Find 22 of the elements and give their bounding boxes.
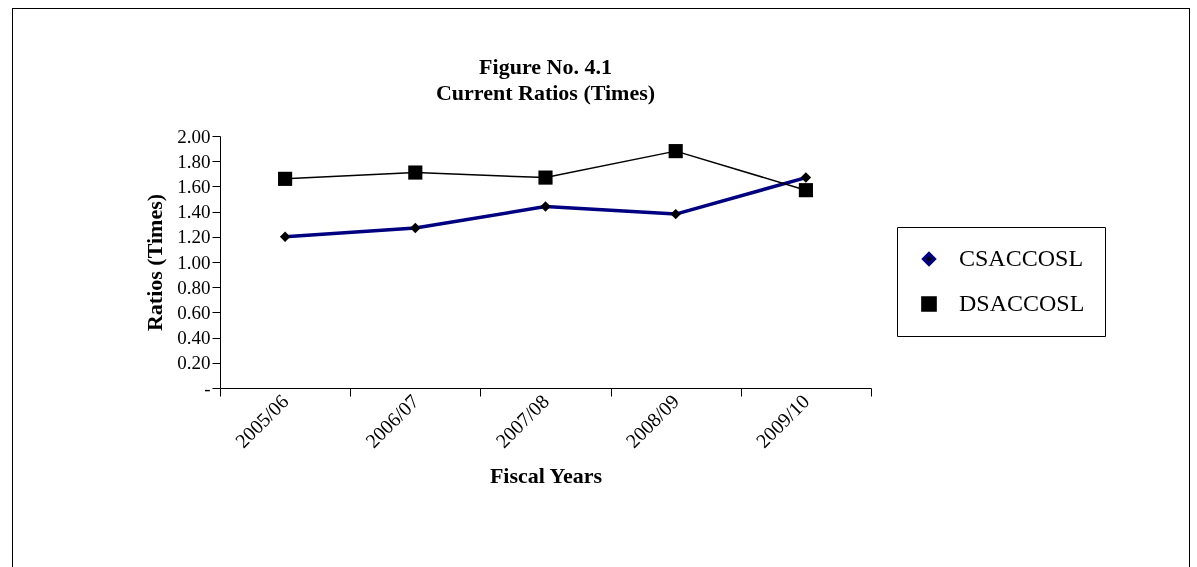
point xyxy=(408,165,423,180)
y-axis-title: Ratios (Times) xyxy=(142,193,168,332)
x-axis-title: Fiscal Years xyxy=(489,462,603,488)
y-tick-label: 2.00 xyxy=(177,125,211,147)
chart-subtitle: Current Ratios (Times) xyxy=(435,80,656,105)
y-tick-label: 1.60 xyxy=(177,175,211,197)
y-tick-label: 1.80 xyxy=(177,150,211,172)
legend-label: DSACCOSL xyxy=(959,290,1085,316)
point xyxy=(668,144,683,159)
y-tick-label: 0.80 xyxy=(177,276,211,298)
point xyxy=(278,171,293,186)
point xyxy=(538,170,553,185)
legend-label: CSACCOSL xyxy=(959,245,1084,271)
y-tick-label: 1.40 xyxy=(177,201,211,223)
y-tick-label: 0.20 xyxy=(177,352,211,374)
y-tick-label: 1.20 xyxy=(177,226,211,248)
y-tick-label: 1.00 xyxy=(177,251,211,273)
y-tick-label: 0.60 xyxy=(177,301,211,323)
y-tick-label: 0.40 xyxy=(177,327,211,349)
y-tick-label: - xyxy=(204,377,211,399)
point xyxy=(798,183,813,198)
chart-title: Figure No. 4.1 xyxy=(479,54,612,79)
